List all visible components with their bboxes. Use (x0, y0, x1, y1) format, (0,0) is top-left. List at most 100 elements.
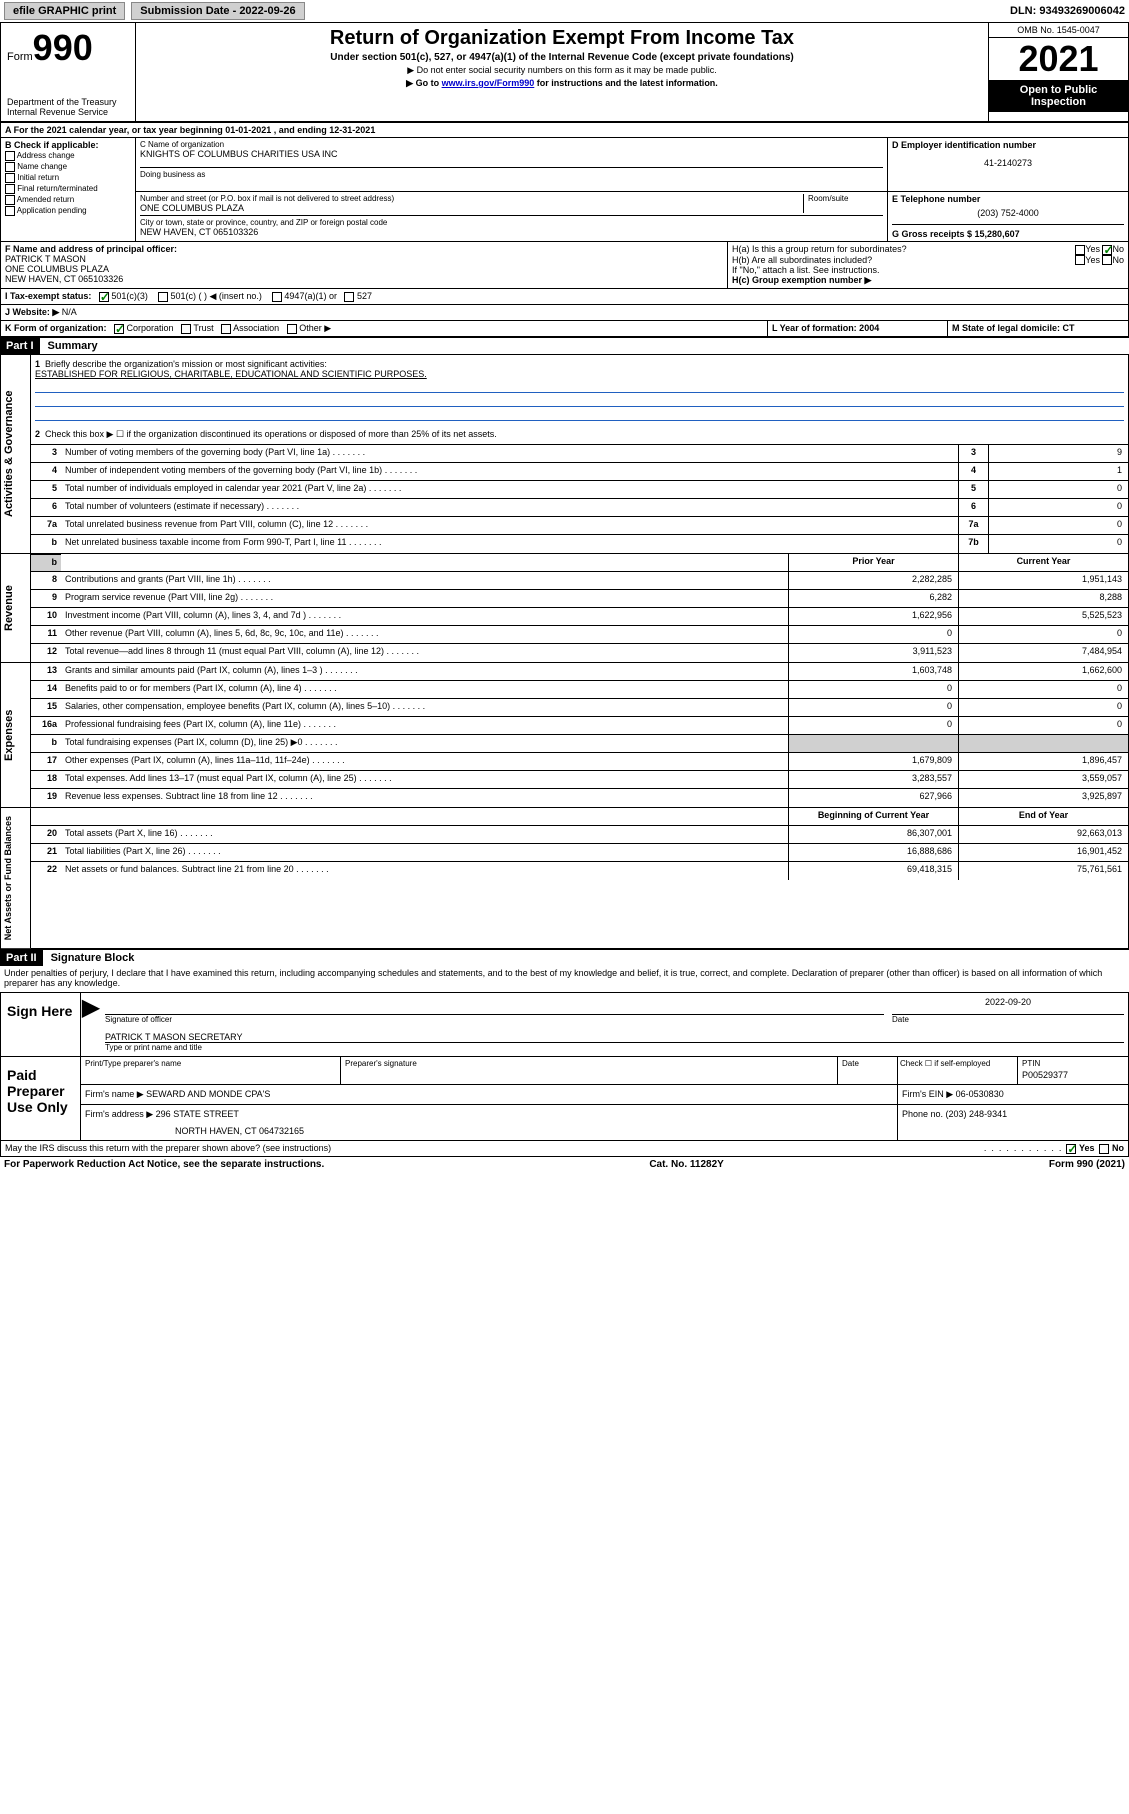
k-trust[interactable] (181, 324, 191, 334)
dln: DLN: 93493269006042 (1010, 5, 1125, 17)
submission-date: Submission Date - 2022-09-26 (131, 2, 304, 20)
addr-label: Number and street (or P.O. box if mail i… (140, 194, 803, 203)
table-row: 5Total number of individuals employed in… (31, 481, 1128, 499)
table-row: 10Investment income (Part VIII, column (… (31, 608, 1128, 626)
side-net: Net Assets or Fund Balances (1, 808, 31, 948)
table-row: 14Benefits paid to or for members (Part … (31, 681, 1128, 699)
firm-name-row: Firm's name ▶ SEWARD AND MONDE CPA'S (81, 1085, 898, 1104)
table-row: 7aTotal unrelated business revenue from … (31, 517, 1128, 535)
ptin: P00529377 (1018, 1070, 1128, 1080)
form-note1: ▶ Do not enter social security numbers o… (146, 65, 978, 76)
hb-yes[interactable] (1075, 255, 1085, 265)
table-row: 18Total expenses. Add lines 13–17 (must … (31, 771, 1128, 789)
efile-button[interactable]: efile GRAPHIC print (4, 2, 125, 20)
side-exp: Expenses (1, 663, 31, 807)
mission: ESTABLISHED FOR RELIGIOUS, CHARITABLE, E… (35, 369, 1124, 379)
begin-year-hdr: Beginning of Current Year (788, 808, 958, 825)
ptin-lbl: PTIN (1018, 1057, 1128, 1070)
firm-phone: Phone no. (203) 248-9341 (898, 1105, 1128, 1140)
officer-typed: PATRICK T MASON SECRETARY (105, 1032, 1124, 1043)
dept-irs: Internal Revenue Service (7, 107, 129, 117)
h-attach: If "No," attach a list. See instructions… (732, 265, 1124, 275)
gross-receipts: G Gross receipts $ 15,280,607 (892, 224, 1124, 239)
table-row: 13Grants and similar amounts paid (Part … (31, 663, 1128, 681)
officer-addr2: NEW HAVEN, CT 065103326 (5, 274, 723, 284)
table-row: 8Contributions and grants (Part VIII, li… (31, 572, 1128, 590)
prior-year-hdr: Prior Year (788, 554, 958, 571)
ha-no[interactable] (1102, 245, 1112, 255)
ein: 41-2140273 (892, 158, 1124, 168)
line-l: L Year of formation: 2004 (768, 321, 948, 336)
b-checkbox-item[interactable]: Final return/terminated (5, 184, 131, 194)
city-label: City or town, state or province, country… (140, 218, 883, 227)
form-note2: ▶ Go to www.irs.gov/Form990 for instruct… (146, 78, 978, 89)
k-assoc[interactable] (221, 324, 231, 334)
part1-revenue: Revenue b Prior Year Current Year 8Contr… (0, 554, 1129, 663)
paid-preparer-block: Paid Preparer Use Only Print/Type prepar… (0, 1057, 1129, 1141)
i-501c[interactable] (158, 292, 168, 302)
firm-ein: Firm's EIN ▶ 06-0530830 (898, 1085, 1128, 1104)
sign-here-block: Sign Here ▶ Signature of officer 2022-09… (0, 992, 1129, 1057)
tax-year: 2021 (989, 38, 1128, 80)
b-checkbox-item[interactable]: Address change (5, 151, 131, 161)
irs-no[interactable] (1099, 1144, 1109, 1154)
b-checkbox-item[interactable]: Amended return (5, 195, 131, 205)
table-row: 16aProfessional fundraising fees (Part I… (31, 717, 1128, 735)
i-501c3[interactable] (99, 292, 109, 302)
dept-treasury: Department of the Treasury (7, 97, 129, 107)
sign-here-label: Sign Here (1, 993, 81, 1056)
officer-name: PATRICK T MASON (5, 254, 723, 264)
table-row: 3Number of voting members of the governi… (31, 445, 1128, 463)
side-gov: Activities & Governance (1, 355, 31, 553)
sign-arrow-icon: ▶ (81, 993, 101, 1056)
top-bar: efile GRAPHIC print Submission Date - 20… (0, 0, 1129, 23)
form-number: Form990 (7, 27, 129, 69)
table-row: 15Salaries, other compensation, employee… (31, 699, 1128, 717)
line-a: A For the 2021 calendar year, or tax yea… (1, 123, 1128, 138)
part1-governance: Activities & Governance 1 Briefly descri… (0, 354, 1129, 554)
i-527[interactable] (344, 292, 354, 302)
phone: (203) 752-4000 (892, 208, 1124, 218)
may-irs-row: May the IRS discuss this return with the… (0, 1141, 1129, 1157)
ha-label: H(a) Is this a group return for subordin… (732, 244, 1124, 255)
k-corp[interactable] (114, 324, 124, 334)
form-subtitle: Under section 501(c), 527, or 4947(a)(1)… (146, 52, 978, 63)
q1: Briefly describe the organization's miss… (45, 359, 327, 369)
paid-prep-label: Paid Preparer Use Only (1, 1057, 81, 1140)
prep-date-lbl: Date (838, 1057, 897, 1070)
b-checkbox-item[interactable]: Application pending (5, 206, 131, 216)
street: ONE COLUMBUS PLAZA (140, 203, 803, 213)
b-checkbox-item[interactable]: Initial return (5, 173, 131, 183)
b-checkbox-item[interactable]: Name change (5, 162, 131, 172)
form-title: Return of Organization Exempt From Incom… (146, 27, 978, 50)
side-rev: Revenue (1, 554, 31, 662)
ha-yes[interactable] (1075, 245, 1085, 255)
hb-label: H(b) Are all subordinates included? Yes … (732, 255, 1124, 266)
prep-name-lbl: Print/Type preparer's name (81, 1057, 340, 1070)
part1-netassets: Net Assets or Fund Balances Beginning of… (0, 808, 1129, 949)
table-row: 20Total assets (Part X, line 16) 86,307,… (31, 826, 1128, 844)
omb-number: OMB No. 1545-0047 (989, 23, 1128, 38)
b-label: B Check if applicable: (5, 140, 131, 150)
org-name: KNIGHTS OF COLUMBUS CHARITIES USA INC (140, 149, 883, 159)
dba-label: Doing business as (140, 167, 883, 179)
i-4947[interactable] (272, 292, 282, 302)
d-label: D Employer identification number (892, 140, 1124, 150)
table-row: 6Total number of volunteers (estimate if… (31, 499, 1128, 517)
table-row: 12Total revenue—add lines 8 through 11 (… (31, 644, 1128, 662)
sig-officer-lbl: Signature of officer (105, 1015, 884, 1024)
firm-addr-row: Firm's address ▶ 296 STATE STREET NORTH … (81, 1105, 898, 1140)
q2: Check this box ▶ ☐ if the organization d… (45, 429, 497, 439)
irs-yes[interactable] (1066, 1144, 1076, 1154)
c-label: C Name of organization (140, 140, 883, 149)
footer: For Paperwork Reduction Act Notice, see … (0, 1157, 1129, 1172)
hb-no[interactable] (1102, 255, 1112, 265)
table-row: 9Program service revenue (Part VIII, lin… (31, 590, 1128, 608)
irs-link[interactable]: www.irs.gov/Form990 (442, 78, 535, 88)
line-m: M State of legal domicile: CT (948, 321, 1128, 336)
room-label: Room/suite (803, 194, 883, 213)
table-row: 22Net assets or fund balances. Subtract … (31, 862, 1128, 880)
part2-header: Part II Signature Block (0, 949, 1129, 966)
k-other[interactable] (287, 324, 297, 334)
curr-year-hdr: Current Year (958, 554, 1128, 571)
